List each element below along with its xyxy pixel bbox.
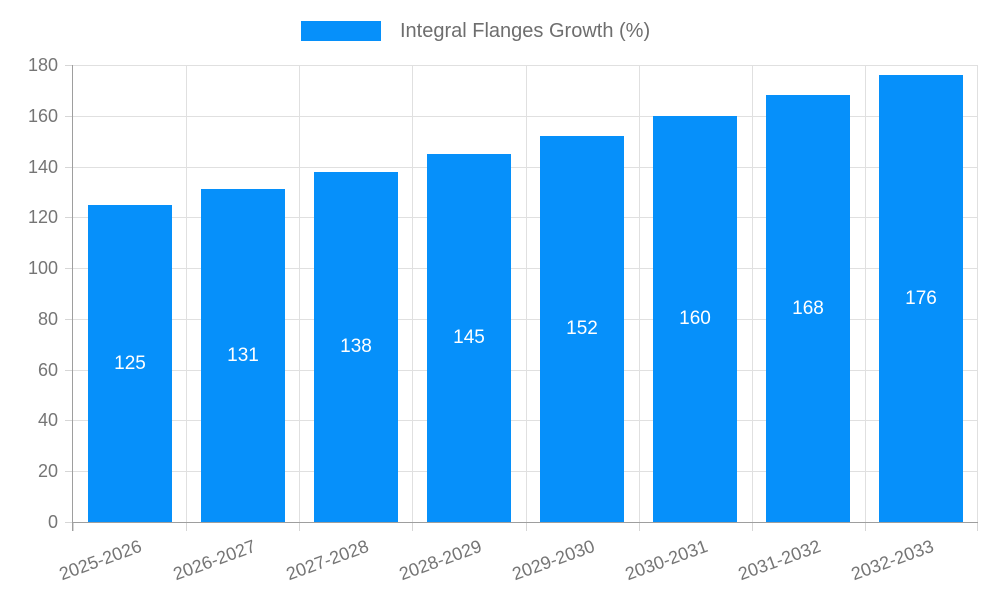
y-axis-tick bbox=[65, 522, 72, 523]
v-gridline bbox=[412, 65, 413, 522]
v-gridline bbox=[752, 65, 753, 522]
y-tick-label: 0 bbox=[47, 512, 58, 532]
y-tick-label: 120 bbox=[27, 207, 58, 227]
v-gridline bbox=[186, 65, 187, 522]
v-gridline bbox=[977, 65, 978, 522]
y-axis-tick bbox=[65, 167, 72, 168]
x-tick-label: 2030-2031 bbox=[622, 535, 711, 585]
bar-value-label: 160 bbox=[679, 308, 711, 329]
bar-2030-2031[interactable] bbox=[653, 116, 737, 522]
bar-value-label: 138 bbox=[340, 336, 372, 357]
y-tick-label: 60 bbox=[37, 360, 58, 380]
x-axis-tick bbox=[639, 522, 640, 531]
y-axis-tick bbox=[65, 471, 72, 472]
x-axis-tick bbox=[186, 522, 187, 531]
x-tick-label: 2032-2033 bbox=[848, 535, 937, 585]
v-gridline bbox=[299, 65, 300, 522]
h-gridline bbox=[73, 217, 978, 218]
x-tick-label: 2031-2032 bbox=[735, 535, 824, 585]
x-tick-label: 2026-2027 bbox=[170, 535, 258, 585]
x-tick-label: 2027-2028 bbox=[283, 535, 371, 585]
x-axis-line bbox=[72, 522, 978, 523]
h-gridline bbox=[73, 319, 978, 320]
y-axis-tick bbox=[65, 268, 72, 269]
x-axis-tick bbox=[526, 522, 527, 531]
v-gridline bbox=[526, 65, 527, 522]
y-axis-tick bbox=[65, 420, 72, 421]
h-gridline bbox=[73, 370, 978, 371]
bar-value-label: 145 bbox=[453, 327, 485, 348]
h-gridline bbox=[73, 471, 978, 472]
bar-value-label: 125 bbox=[114, 353, 146, 374]
h-gridline bbox=[73, 116, 978, 117]
y-tick-label: 80 bbox=[37, 309, 58, 329]
x-axis-tick bbox=[752, 522, 753, 531]
y-tick-label: 160 bbox=[27, 106, 58, 126]
y-axis-tick bbox=[65, 116, 72, 117]
y-axis-tick bbox=[65, 319, 72, 320]
x-axis-tick bbox=[299, 522, 300, 531]
y-tick-label: 20 bbox=[37, 461, 58, 481]
h-gridline bbox=[73, 167, 978, 168]
y-axis-line bbox=[72, 65, 73, 531]
bar-2028-2029[interactable] bbox=[427, 154, 511, 522]
h-gridline bbox=[73, 420, 978, 421]
y-tick-label: 40 bbox=[37, 410, 58, 430]
x-tick-label: 2025-2026 bbox=[57, 535, 145, 585]
y-axis-tick bbox=[65, 217, 72, 218]
v-gridline bbox=[639, 65, 640, 522]
bar-value-label: 131 bbox=[227, 345, 259, 366]
y-tick-label: 140 bbox=[27, 157, 58, 177]
plot-area: 125 131 138 145 152 160 168 176 bbox=[65, 65, 978, 531]
y-axis-tick bbox=[65, 370, 72, 371]
bar-value-label: 168 bbox=[792, 298, 824, 319]
x-tick-label: 2028-2029 bbox=[396, 535, 485, 585]
x-axis-tick bbox=[73, 522, 74, 531]
bar-2027-2028[interactable] bbox=[314, 172, 398, 522]
x-axis-tick bbox=[977, 522, 978, 531]
x-axis-tick bbox=[412, 522, 413, 531]
bar-value-label: 152 bbox=[566, 318, 598, 339]
y-axis-tick bbox=[65, 65, 72, 66]
bar-2029-2030[interactable] bbox=[540, 136, 624, 522]
legend-label: Integral Flanges Growth (%) bbox=[400, 20, 651, 42]
bar-2031-2032[interactable] bbox=[766, 95, 850, 522]
bar-value-label: 176 bbox=[905, 288, 937, 309]
h-gridline bbox=[73, 65, 978, 66]
h-gridline bbox=[73, 268, 978, 269]
chart-legend: Integral Flanges Growth (%) bbox=[301, 19, 650, 43]
v-gridline bbox=[865, 65, 866, 522]
x-axis-tick bbox=[865, 522, 866, 531]
bar-2025-2026[interactable] bbox=[88, 205, 172, 522]
bar-2026-2027[interactable] bbox=[201, 189, 285, 522]
bar-2032-2033[interactable] bbox=[879, 75, 963, 522]
y-tick-label: 180 bbox=[27, 55, 58, 75]
y-tick-label: 100 bbox=[27, 258, 58, 278]
x-tick-label: 2029-2030 bbox=[509, 535, 598, 585]
legend-color-swatch bbox=[301, 21, 381, 41]
